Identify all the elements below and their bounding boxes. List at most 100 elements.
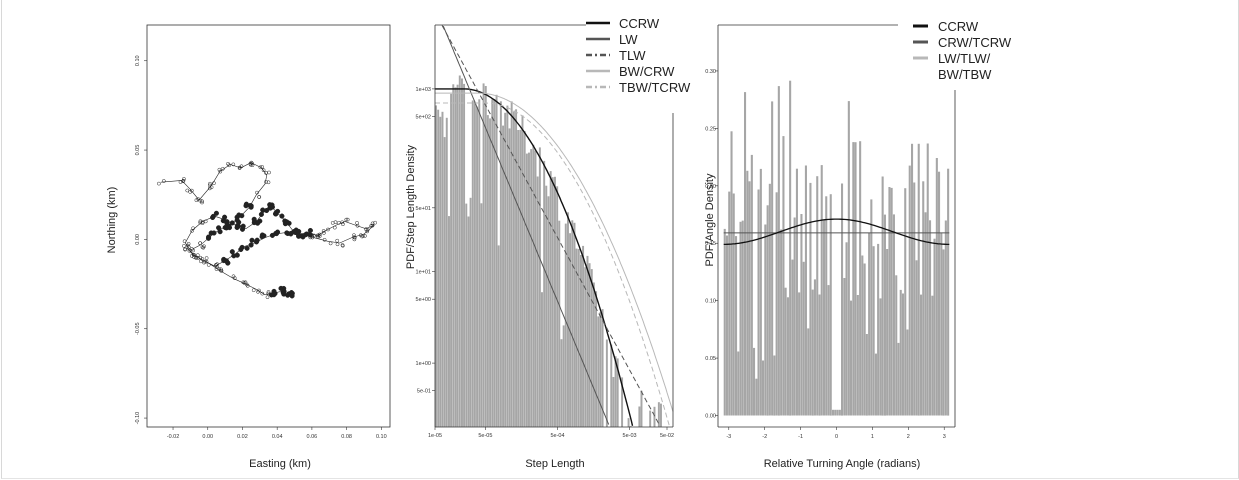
track-point: [298, 233, 304, 239]
step-length-y-tick-label: 5e+01: [416, 206, 431, 212]
track-point: [283, 218, 289, 225]
track-x-tick-label: 0.00: [202, 434, 213, 440]
step-length-bar: [512, 111, 515, 428]
track-point: [250, 161, 254, 166]
step-length-bar: [476, 106, 479, 427]
turning-angle-bar: [780, 229, 783, 416]
track-point: [198, 255, 203, 260]
step-length-x-tick-label: 5e-03: [623, 433, 637, 439]
track-point: [316, 233, 321, 238]
track-point: [189, 254, 194, 258]
track-plot-box: [146, 24, 391, 428]
track-point: [261, 168, 266, 173]
track-x-tick-label: 0.04: [272, 434, 283, 440]
turning-angle-bar: [755, 378, 758, 416]
track-point: [335, 238, 340, 243]
turning-angle-bar: [813, 279, 816, 416]
step-length-bar: [530, 149, 533, 427]
step-length-legend-label: BW/CRW: [619, 64, 675, 79]
step-length-legend-label: LW: [619, 32, 638, 47]
track-x-tick-label: 0.10: [376, 434, 387, 440]
step-length-axis-ticks: 1e-05 5e-05 5e-04 5e-03 5e-02 1e+03 5e+02 5e+01…: [416, 87, 674, 439]
track-point: [196, 256, 200, 260]
step-length-bar: [575, 248, 578, 427]
turning-angle-bar: [933, 238, 936, 416]
track-x-tick-label: -0.02: [167, 434, 180, 440]
turning-angle-bar: [911, 143, 914, 416]
step-length-bar: [538, 147, 541, 427]
turning-angle-bar: [748, 181, 751, 416]
turning-angle-bar: [825, 196, 828, 416]
turning-angle-x-tick-label: 3: [943, 434, 946, 440]
track-point: [285, 292, 291, 298]
turning-angle-bar: [818, 294, 821, 416]
turning-angle-bar: [789, 80, 792, 416]
track-point: [229, 220, 235, 226]
turning-angle-bar: [841, 183, 844, 416]
turning-angle-bar: [834, 409, 837, 416]
track-point: [185, 188, 190, 193]
turning-angle-bar: [895, 275, 898, 416]
track-point: [352, 235, 356, 240]
step-length-bar: [497, 245, 500, 427]
turning-angle-bar: [816, 176, 819, 416]
track-y-tick-label: 0.00: [135, 234, 141, 245]
step-length-bar: [556, 186, 559, 427]
track-point: [183, 247, 188, 251]
step-length-bar: [547, 196, 550, 427]
step-length-bar: [528, 152, 530, 427]
step-length-bar: [627, 418, 630, 427]
step-length-bar: [592, 282, 595, 427]
step-length-bar: [461, 78, 463, 427]
step-length-bar: [605, 339, 608, 427]
step-length-legend-label: TLW: [619, 48, 646, 63]
track-point: [260, 291, 265, 296]
track-point: [200, 221, 205, 225]
track-point: [214, 267, 219, 271]
turning-angle-bar: [795, 168, 798, 416]
track-point: [186, 245, 191, 249]
track-point: [200, 220, 205, 224]
turning-angle-bar: [863, 263, 866, 416]
track-point: [217, 267, 222, 271]
turning-angle-bar: [883, 214, 886, 416]
step-length-bar: [506, 105, 509, 427]
step-length-bar: [463, 83, 466, 428]
step-length-bar: [653, 406, 656, 427]
track-x-tick-label: 0.02: [237, 434, 248, 440]
turning-angle-y-axis-label: PDF/Angle Density: [704, 173, 716, 266]
track-point: [363, 234, 367, 238]
step-length-bar: [484, 86, 487, 427]
track-point: [345, 217, 350, 222]
turning-angle-bar: [881, 176, 884, 416]
turning-angle-bar: [843, 278, 846, 416]
step-length-bar: [590, 269, 593, 427]
track-point: [217, 167, 222, 172]
track-point: [309, 233, 314, 237]
step-length-bar: [584, 267, 587, 427]
turning-angle-bar: [906, 329, 909, 416]
turning-angle-y-tick-label: 0.20: [705, 184, 716, 190]
step-length-bar: [549, 171, 552, 427]
turning-angle-bar: [942, 249, 945, 416]
turning-angle-bar: [890, 187, 893, 416]
step-length-bar: [454, 87, 457, 428]
track-point: [198, 220, 203, 225]
track-point: [206, 234, 212, 240]
track-point: [264, 180, 268, 184]
track-point: [182, 177, 186, 181]
step-length-bar: [515, 109, 518, 428]
turning-angle-bar: [944, 220, 947, 416]
track-point: [210, 214, 216, 221]
track-point: [260, 165, 265, 169]
turning-angle-bar: [879, 298, 882, 416]
turning-angle-bar: [931, 295, 934, 416]
track-point: [248, 161, 253, 166]
track-point: [256, 289, 260, 294]
step-length-bar: [580, 255, 582, 427]
track-point: [340, 243, 345, 248]
turning-angle-bar: [901, 293, 904, 416]
turning-angle-bar: [786, 297, 789, 416]
track-point: [328, 241, 333, 246]
turning-angle-bar: [832, 409, 835, 416]
